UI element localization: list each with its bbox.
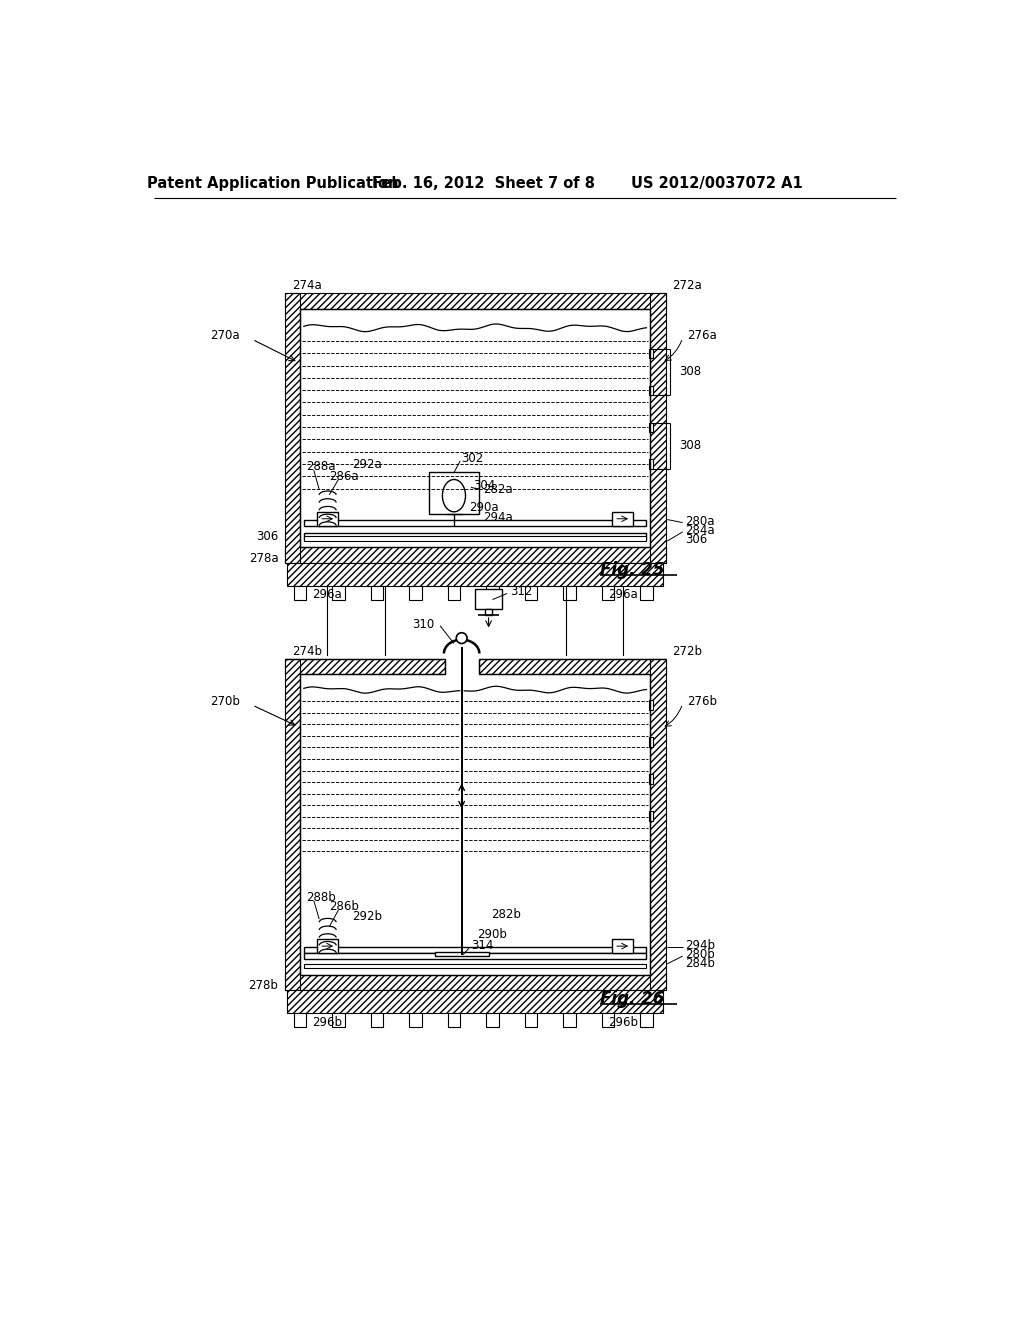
Text: 280a: 280a (685, 515, 715, 528)
Text: 292a: 292a (352, 458, 382, 471)
Text: 284b: 284b (685, 957, 715, 970)
Text: 274a: 274a (292, 279, 322, 292)
Bar (287, 990, 664, 1014)
Bar (524, 1014, 538, 1027)
Text: 282b: 282b (490, 908, 521, 921)
Bar (285, 974, 666, 990)
Bar (435, 952, 488, 956)
Bar (649, 775, 652, 784)
Bar (484, 609, 493, 615)
Bar (649, 738, 652, 747)
Text: 296b: 296b (312, 1016, 342, 1028)
Text: 304: 304 (473, 479, 496, 492)
Bar (649, 422, 652, 432)
Bar (304, 946, 646, 953)
Bar (333, 1014, 345, 1027)
Bar (602, 1014, 614, 1027)
Bar (650, 293, 666, 562)
Bar (649, 385, 652, 395)
Bar (563, 586, 575, 599)
Text: 288a: 288a (306, 459, 336, 473)
Text: 290b: 290b (477, 928, 507, 941)
Bar (524, 586, 538, 599)
Bar (611, 512, 634, 525)
Bar (475, 589, 503, 609)
Bar (333, 586, 345, 599)
Text: 308: 308 (679, 440, 700, 453)
Text: 274b: 274b (292, 644, 323, 657)
Bar (486, 586, 499, 599)
Bar (649, 348, 652, 358)
Text: 294b: 294b (685, 939, 715, 952)
Bar (304, 953, 646, 960)
Bar (285, 293, 666, 309)
Bar (316, 512, 339, 525)
Bar (650, 659, 666, 990)
Text: 286b: 286b (330, 900, 359, 913)
Text: 294a: 294a (483, 511, 513, 524)
Text: 302: 302 (462, 453, 484, 465)
Bar (285, 293, 300, 562)
Text: 282a: 282a (483, 483, 513, 496)
Bar (304, 536, 646, 541)
Bar (429, 471, 479, 515)
Circle shape (457, 632, 467, 644)
Bar (287, 562, 664, 586)
Bar (486, 1014, 499, 1027)
Text: 288b: 288b (306, 891, 336, 904)
Bar (304, 533, 646, 540)
Text: 270b: 270b (210, 694, 240, 708)
Text: 296b: 296b (608, 1016, 638, 1028)
Bar (649, 459, 652, 469)
Bar (304, 520, 646, 525)
Text: Patent Application Publication: Patent Application Publication (147, 176, 398, 190)
Bar (316, 940, 339, 953)
Bar (410, 586, 422, 599)
Bar (640, 1014, 652, 1027)
Bar (285, 659, 444, 675)
Bar (649, 812, 652, 821)
Text: 278b: 278b (249, 979, 279, 991)
Bar (649, 701, 652, 710)
Text: 314: 314 (471, 939, 494, 952)
Text: 308: 308 (679, 366, 700, 379)
Text: 306: 306 (685, 533, 708, 546)
Bar (294, 1014, 306, 1027)
Text: 296a: 296a (608, 589, 638, 602)
Bar (563, 1014, 575, 1027)
Bar (371, 586, 383, 599)
Text: 306: 306 (256, 529, 279, 543)
Text: 278a: 278a (249, 552, 279, 565)
Text: 276b: 276b (687, 694, 717, 708)
Bar (294, 586, 306, 599)
Text: 284a: 284a (685, 524, 715, 537)
Text: 272a: 272a (672, 279, 701, 292)
Text: 280b: 280b (685, 948, 715, 961)
Bar (640, 586, 652, 599)
Text: Fig. 26: Fig. 26 (600, 990, 665, 1008)
Text: 312: 312 (510, 585, 532, 598)
Bar (285, 548, 666, 562)
Bar (371, 1014, 383, 1027)
Bar (304, 964, 646, 969)
Bar (602, 586, 614, 599)
Text: 276a: 276a (687, 329, 717, 342)
Ellipse shape (442, 479, 466, 512)
Bar (447, 586, 460, 599)
Bar (285, 659, 300, 990)
Text: 270a: 270a (210, 329, 240, 342)
Text: 290a: 290a (469, 500, 499, 513)
Bar (478, 659, 666, 675)
Text: 286a: 286a (330, 470, 358, 483)
Text: Fig. 25: Fig. 25 (600, 561, 665, 579)
Bar (447, 1014, 460, 1027)
Text: 310: 310 (413, 618, 435, 631)
Text: Feb. 16, 2012  Sheet 7 of 8: Feb. 16, 2012 Sheet 7 of 8 (372, 176, 595, 190)
Text: 296a: 296a (312, 589, 342, 602)
Bar (410, 1014, 422, 1027)
Bar (611, 940, 634, 953)
Text: 292b: 292b (352, 909, 382, 923)
Text: US 2012/0037072 A1: US 2012/0037072 A1 (632, 176, 803, 190)
Text: 272b: 272b (672, 644, 701, 657)
